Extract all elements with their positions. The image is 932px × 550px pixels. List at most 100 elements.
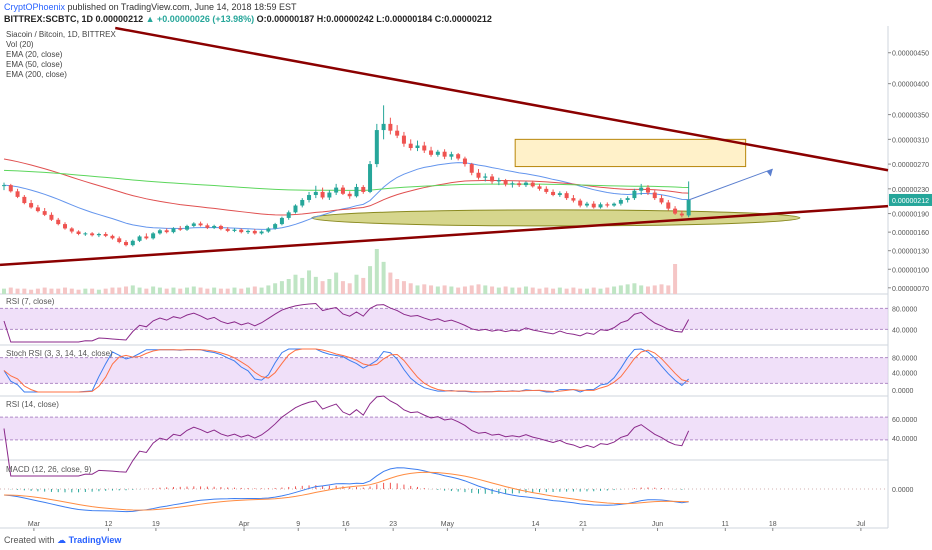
candle-body	[259, 231, 264, 234]
date-axis: Mar 12 19 Apr 9 16 23 May 14 21 Jun 11 18 Jul	[28, 521, 866, 531]
panel-axis-label: 60.0000	[892, 417, 917, 424]
last-price: 0.00000212	[95, 14, 144, 24]
volume-bar	[340, 281, 345, 294]
ema-lines	[3, 158, 689, 230]
candle-body	[218, 225, 223, 230]
candle-body	[83, 233, 88, 235]
date-label: 11	[722, 521, 729, 528]
volume-bar	[300, 277, 305, 294]
volume-bar	[8, 287, 13, 294]
volume-bar	[544, 287, 549, 294]
volume-bar	[307, 270, 312, 294]
rsi7-line	[3, 303, 690, 343]
candle-body	[198, 223, 203, 226]
volume-bar	[171, 287, 176, 294]
volume-bar	[29, 289, 34, 294]
date-label: 23	[389, 521, 397, 528]
volume-bar	[429, 285, 434, 294]
candle-body	[361, 186, 366, 192]
stoch-d-line	[3, 348, 689, 393]
candle-body	[334, 187, 339, 193]
volume-bar	[205, 288, 210, 294]
change-arrow-icon: ▲	[145, 14, 155, 24]
price-axis: 0.00000450 0.00000400 0.00000350 0.00000310…	[888, 51, 932, 293]
macd-line	[3, 467, 689, 513]
date-label: Mar	[28, 521, 41, 528]
candle-body	[29, 203, 34, 208]
volume-bar	[368, 266, 373, 294]
candle-body	[517, 183, 522, 186]
panel-axis-label: 40.0000	[892, 327, 917, 334]
last-price-tag	[889, 193, 932, 206]
candle-body	[90, 233, 95, 236]
volume-bar	[551, 288, 556, 294]
volume-bar	[83, 288, 88, 294]
candle-body	[151, 233, 156, 239]
candle-body	[679, 213, 684, 216]
created-with: Created with	[4, 535, 55, 545]
candle-body	[645, 187, 650, 193]
candle-body	[639, 187, 644, 191]
candle-body	[157, 230, 162, 234]
candle-body	[69, 228, 74, 232]
annotations-back	[311, 138, 801, 227]
tradingview-brand[interactable]: TradingView	[68, 535, 122, 545]
volume-bar	[49, 288, 54, 294]
candle-body	[144, 236, 149, 239]
panel-title: MACD (12, 26, close, 9)	[6, 465, 92, 474]
candle-body	[273, 224, 278, 229]
volume-bar	[354, 274, 359, 294]
volume-bar	[510, 287, 515, 294]
chart-header: CryptOPhoenix published on TradingView.c…	[0, 0, 932, 26]
candle-body	[320, 191, 325, 198]
volume-bar	[388, 272, 393, 294]
macd-signal-line	[3, 471, 689, 511]
date-label: May	[441, 521, 455, 528]
volume-bar	[124, 286, 129, 294]
volume-bar	[564, 288, 569, 294]
candle-body	[22, 196, 27, 204]
candle-body	[435, 151, 440, 155]
candle-body	[584, 203, 589, 206]
volume-bar	[557, 287, 562, 294]
rsi-band	[0, 357, 888, 384]
ema-200-line	[3, 169, 689, 191]
volume-bar	[645, 286, 650, 294]
volume-bar	[456, 287, 461, 294]
volume-bar	[266, 285, 271, 294]
volume-bar	[591, 287, 596, 294]
volume-bar	[151, 286, 156, 294]
date-label: 12	[105, 521, 113, 528]
candle-body	[456, 154, 461, 159]
author-link[interactable]: CryptOPhoenix	[4, 2, 66, 12]
candle-body	[164, 230, 169, 233]
ohlc-values: O:0.00000187 H:0.00000242 L:0.00000184 C…	[256, 14, 492, 24]
volume-bar	[673, 264, 678, 294]
volume-bar	[395, 279, 400, 294]
candle-body	[612, 203, 617, 206]
candle-body	[239, 229, 244, 233]
legend-ema20: EMA (20, close)	[6, 50, 63, 59]
candle-body	[544, 188, 549, 192]
panel-axis-label: 40.0000	[892, 371, 917, 378]
volume-bar	[490, 286, 495, 294]
candle-body	[503, 180, 508, 185]
candle-body	[490, 176, 495, 182]
legend-ema200: EMA (200, close)	[6, 70, 67, 79]
date-label: 18	[769, 521, 777, 528]
panel-axis-label: 80.0000	[892, 356, 917, 363]
volume-bar	[483, 285, 488, 294]
candle-body	[35, 207, 40, 212]
price-tick-label: 0.00000270	[892, 162, 929, 169]
candle-body	[96, 233, 101, 236]
candle-body	[551, 191, 556, 196]
volume-bar	[374, 249, 379, 294]
candle-body	[205, 225, 210, 228]
volume-bar	[537, 288, 542, 294]
projection-arrow-head	[766, 169, 773, 177]
legend-ema50: EMA (50, close)	[6, 60, 63, 69]
price-tick-label: 0.00000130	[892, 249, 929, 256]
symbol-label: BITTREX:SCBTC, 1D	[4, 14, 94, 24]
candle-body	[598, 204, 603, 208]
